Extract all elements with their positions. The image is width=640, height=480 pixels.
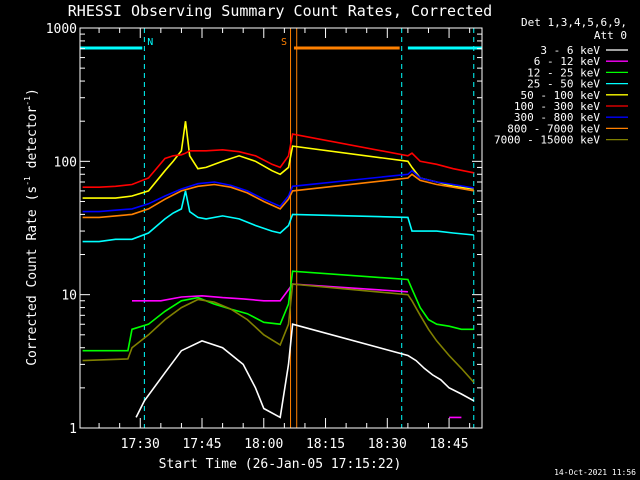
- y-axis-label: Corrected Count Rate (s-1 detector-1): [23, 88, 40, 366]
- y-axis-label-end: ): [25, 88, 40, 96]
- legend-label-8: 7000 - 15000 keV: [494, 134, 600, 147]
- series-line-4: [82, 121, 474, 199]
- y-axis-label-base: Corrected Count Rate (s: [25, 186, 40, 366]
- y-axis-label-sup2: -1: [23, 96, 32, 106]
- legend-label-1: 6 - 12 keV: [534, 55, 601, 68]
- plot-frame: [79, 27, 483, 429]
- x-axis-label: Start Time (26-Jan-05 17:15:22): [159, 457, 402, 472]
- legend-label-5: 100 - 300 keV: [514, 100, 600, 113]
- y-axis: 1 10 100 1000: [46, 22, 482, 437]
- timestamp: 14-Oct-2021 11:56: [554, 468, 636, 477]
- legend-label-3: 25 - 50 keV: [527, 78, 600, 91]
- x-tick-label: 17:30: [121, 437, 160, 452]
- legend-label-0: 3 - 6 keV: [540, 44, 600, 57]
- legend-header-line1: Det 1,3,4,5,6,9,: [521, 16, 627, 29]
- chart-title: RHESSI Observing Summary Count Rates, Co…: [68, 2, 492, 20]
- series-line-7: [82, 173, 474, 219]
- series-line-2: [82, 270, 474, 352]
- legend-label-2: 12 - 25 keV: [527, 66, 600, 79]
- x-axis: 17:30 17:45 18:00 18:15 18:30 18:45: [98, 28, 471, 452]
- series-line-0: [135, 323, 475, 419]
- x-tick-label: 18:00: [244, 437, 283, 452]
- series-line-5: [82, 133, 474, 188]
- legend-label-7: 800 - 7000 keV: [507, 122, 600, 135]
- legend-header-line2: Att 0: [594, 29, 627, 42]
- x-tick-label: 18:45: [429, 437, 468, 452]
- x-tick-label: 17:45: [182, 437, 221, 452]
- y-axis-label-sup1: -1: [23, 176, 32, 186]
- legend-label-6: 300 - 800 keV: [514, 111, 600, 124]
- flag-label-n: N: [147, 37, 153, 48]
- y-tick-label: 100: [54, 155, 77, 170]
- flag-label-s: S: [281, 37, 287, 48]
- series-line-3: [82, 190, 474, 243]
- y-axis-label-mid: detector: [25, 106, 40, 177]
- series-lines: [82, 121, 475, 419]
- y-tick-label: 10: [61, 289, 77, 304]
- series-line-6: [82, 169, 474, 213]
- vertical-markers: [143, 28, 475, 428]
- y-tick-label: 1000: [46, 22, 77, 37]
- x-tick-label: 18:30: [368, 437, 407, 452]
- series-line-1: [132, 283, 462, 419]
- series-line-8: [82, 283, 475, 383]
- legend-label-4: 50 - 100 keV: [521, 89, 601, 102]
- x-tick-label: 18:15: [306, 437, 345, 452]
- y-tick-label: 1: [69, 422, 77, 437]
